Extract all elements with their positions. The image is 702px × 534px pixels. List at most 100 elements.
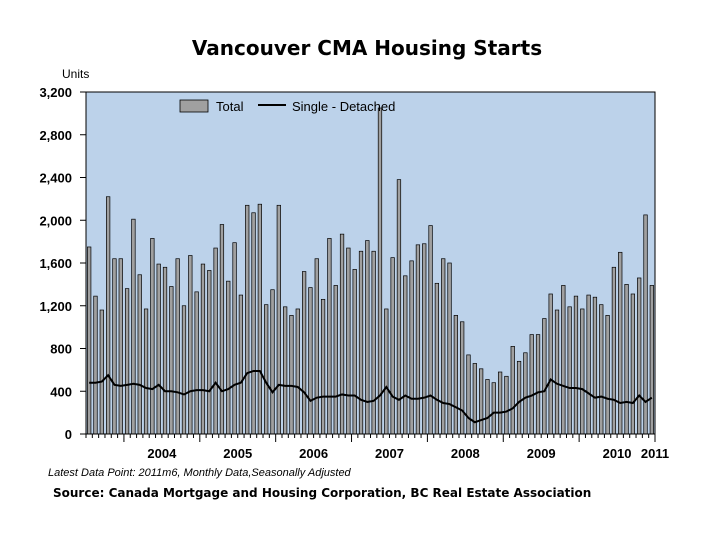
bar-total (447, 262, 452, 435)
x-tick-label: 2011 (641, 446, 669, 461)
bar-total (320, 298, 326, 435)
bar-total (213, 247, 218, 435)
bar-total (599, 304, 604, 435)
bar-total (162, 266, 168, 435)
bar-total (118, 258, 123, 435)
legend: Total Single - Detached (179, 99, 395, 114)
bar-total (352, 269, 357, 435)
bar-total (523, 352, 528, 435)
bar-total (106, 196, 111, 435)
bar-total (535, 334, 541, 435)
bar-total (409, 260, 414, 435)
bar-total (396, 179, 402, 435)
bar-total (422, 243, 427, 435)
bar-total (453, 315, 458, 435)
bar-total (181, 305, 187, 435)
bar-total (510, 346, 515, 435)
bar-total (346, 247, 351, 435)
bar-total (548, 293, 553, 435)
x-tick-label: 2008 (451, 446, 480, 461)
bar-total (561, 285, 566, 435)
chart-title: Vancouver CMA Housing Starts (191, 36, 543, 60)
x-tick-label: 2007 (375, 446, 404, 461)
bar-total (516, 360, 522, 435)
y-axis: 0 400 800 1,200 1,600 2,000 2,400 2,800 3,200 (39, 85, 86, 442)
bar-total (188, 255, 193, 435)
bar-total (485, 379, 490, 435)
bar-total (428, 225, 433, 435)
bar-total (377, 107, 383, 435)
bar-total (371, 250, 376, 435)
bar-total (491, 382, 496, 435)
plot-background (86, 92, 655, 434)
bar-total (99, 309, 104, 435)
x-axis: 2004 2005 2006 2007 2008 2009 2010 2011 (85, 434, 669, 461)
legend-label-single-detached: Single - Detached (292, 99, 395, 114)
bar-total (283, 306, 288, 435)
bar-series-total (87, 107, 654, 435)
y-tick-label: 3,200 (39, 85, 72, 100)
bar-total (238, 294, 244, 435)
y-tick-label: 2,400 (39, 171, 72, 186)
y-axis-unit-label: Units (62, 67, 89, 81)
y-tick-label: 2,800 (39, 128, 72, 143)
bar-total (365, 240, 370, 435)
bar-total (624, 284, 629, 435)
y-tick-label: 800 (50, 342, 72, 357)
bar-total (245, 204, 250, 435)
bar-total (112, 258, 117, 435)
bar-total (289, 315, 294, 435)
legend-label-total: Total (216, 99, 244, 114)
bar-total (200, 263, 206, 435)
bar-total (479, 368, 484, 435)
bar-total (150, 238, 155, 435)
bar-total (156, 263, 161, 435)
bar-total (567, 306, 572, 435)
bar-total (264, 304, 269, 435)
bar-total (618, 251, 623, 435)
bar-total (605, 315, 610, 435)
bar-total (194, 291, 199, 435)
bar-total (611, 266, 617, 435)
bar-total (131, 218, 136, 435)
y-tick-label: 1,600 (39, 256, 72, 271)
bar-total (87, 246, 92, 435)
bar-total (497, 371, 503, 435)
bar-total (586, 294, 591, 435)
bar-total (504, 375, 509, 435)
data-note: Latest Data Point: 2011m6, Monthly Data,… (48, 467, 351, 479)
bar-total (226, 280, 231, 435)
x-tick-label: 2009 (527, 446, 556, 461)
bar-total (137, 274, 142, 435)
bar-total (327, 238, 332, 435)
bar-total (308, 287, 313, 435)
bar-total (207, 270, 212, 435)
bar-total (529, 334, 534, 435)
bar-total (143, 308, 149, 435)
bar-total (441, 258, 446, 435)
bar-total (630, 293, 635, 435)
bar-total (466, 354, 471, 435)
bar-total (472, 363, 477, 435)
bar-total (124, 288, 130, 435)
bar-total (169, 286, 174, 435)
x-tick-label: 2010 (603, 446, 632, 461)
bar-total (434, 282, 439, 435)
y-tick-label: 0 (65, 427, 72, 442)
bar-total (358, 250, 364, 435)
bar-total (251, 212, 256, 435)
bar-total (276, 204, 281, 435)
bar-total (333, 285, 338, 435)
bar-total (314, 258, 319, 435)
line-series-single-detached (89, 369, 653, 424)
bar-total (302, 271, 307, 435)
bar-total (542, 318, 547, 435)
bar-total (175, 258, 180, 435)
y-tick-label: 400 (50, 384, 72, 399)
x-tick-label: 2005 (223, 446, 252, 461)
bar-total (403, 275, 408, 435)
x-tick-label: 2004 (147, 446, 177, 461)
bar-total (390, 257, 395, 435)
bar-total (592, 296, 598, 435)
